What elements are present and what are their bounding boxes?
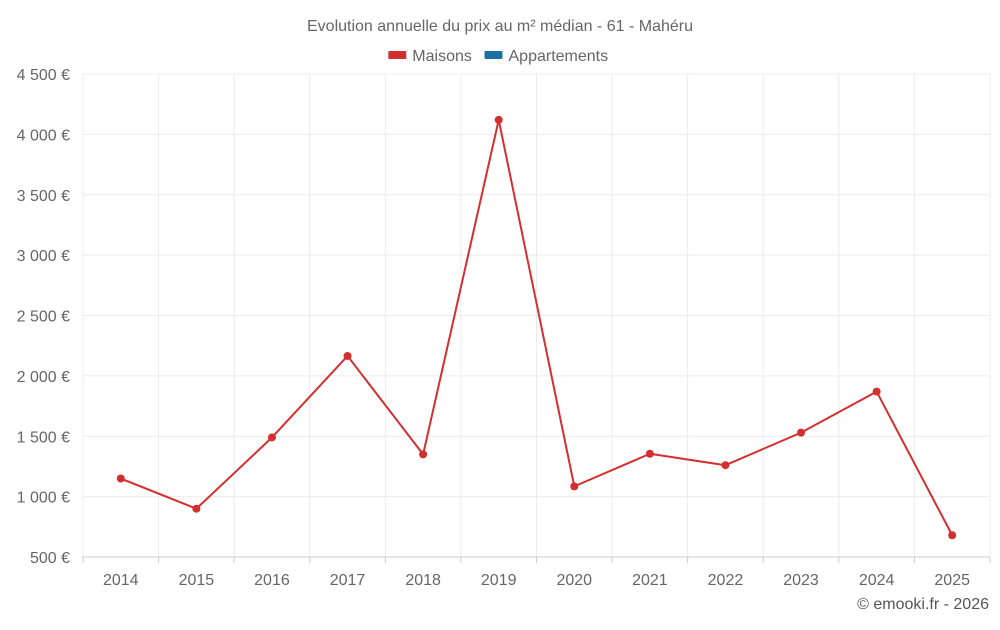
- data-point-maisons-2023[interactable]: [797, 428, 806, 437]
- y-tick-label: 2 500 €: [17, 309, 70, 326]
- x-axis-tick-labels: 2014 2015 2016 2017 2018 2019 2020 2021 2022 2023…: [103, 572, 970, 589]
- axes: [82, 556, 991, 563]
- y-tick-label: 4 500 €: [17, 67, 70, 84]
- series-line-maisons: [119, 118, 954, 537]
- legend-swatch: [484, 51, 503, 59]
- y-tick-label: 1 500 €: [17, 429, 70, 446]
- y-tick-label: 500 €: [30, 550, 70, 567]
- data-point-maisons-2018[interactable]: [419, 450, 428, 459]
- data-point-maisons-2025[interactable]: [948, 531, 957, 540]
- y-axis-tick-labels: 500 € 1 000 € 1 500 € 2 000 € 2 500 € 3 000 €…: [17, 67, 70, 567]
- legend-item-appartements[interactable]: Appartements: [484, 48, 609, 65]
- x-tick-label: 2017: [330, 572, 366, 589]
- data-point-maisons-2017[interactable]: [343, 351, 352, 360]
- series-points: [116, 115, 957, 540]
- x-tick-label: 2022: [708, 572, 744, 589]
- credit-text: © emooki.fr - 2026: [857, 596, 989, 613]
- legend-item-maisons[interactable]: Maisons: [388, 48, 472, 65]
- series-lines: [119, 118, 954, 537]
- y-tick-label: 3 000 €: [17, 248, 70, 265]
- x-tick-label: 2014: [103, 572, 139, 589]
- x-tick-label: 2018: [405, 572, 441, 589]
- legend-label: Maisons: [412, 48, 472, 65]
- data-point-maisons-2016[interactable]: [267, 433, 276, 442]
- y-tick-label: 4 000 €: [17, 127, 70, 144]
- data-point-maisons-2015[interactable]: [192, 504, 201, 513]
- y-tick-label: 2 000 €: [17, 369, 70, 386]
- x-tick-label: 2021: [632, 572, 668, 589]
- data-point-maisons-2021[interactable]: [645, 449, 654, 458]
- x-tick-label: 2016: [254, 572, 290, 589]
- x-tick-label: 2015: [179, 572, 215, 589]
- x-tick-label: 2025: [934, 572, 970, 589]
- data-point-maisons-2024[interactable]: [872, 387, 881, 396]
- data-point-maisons-2022[interactable]: [721, 461, 730, 470]
- x-tick-label: 2019: [481, 572, 517, 589]
- legend-swatch: [388, 51, 407, 59]
- x-tick-label: 2024: [859, 572, 895, 589]
- data-point-maisons-2014[interactable]: [116, 474, 125, 483]
- x-tick-label: 2020: [556, 572, 592, 589]
- x-tick-label: 2023: [783, 572, 819, 589]
- y-tick-label: 3 500 €: [17, 188, 70, 205]
- chart-title: Evolution annuelle du prix au m² médian …: [307, 18, 693, 35]
- data-point-maisons-2020[interactable]: [570, 482, 579, 491]
- legend-label: Appartements: [509, 48, 609, 65]
- y-tick-label: 1 000 €: [17, 490, 70, 507]
- legend: Maisons Appartements: [388, 48, 608, 65]
- grid: [82, 73, 991, 558]
- data-point-maisons-2019[interactable]: [494, 115, 503, 124]
